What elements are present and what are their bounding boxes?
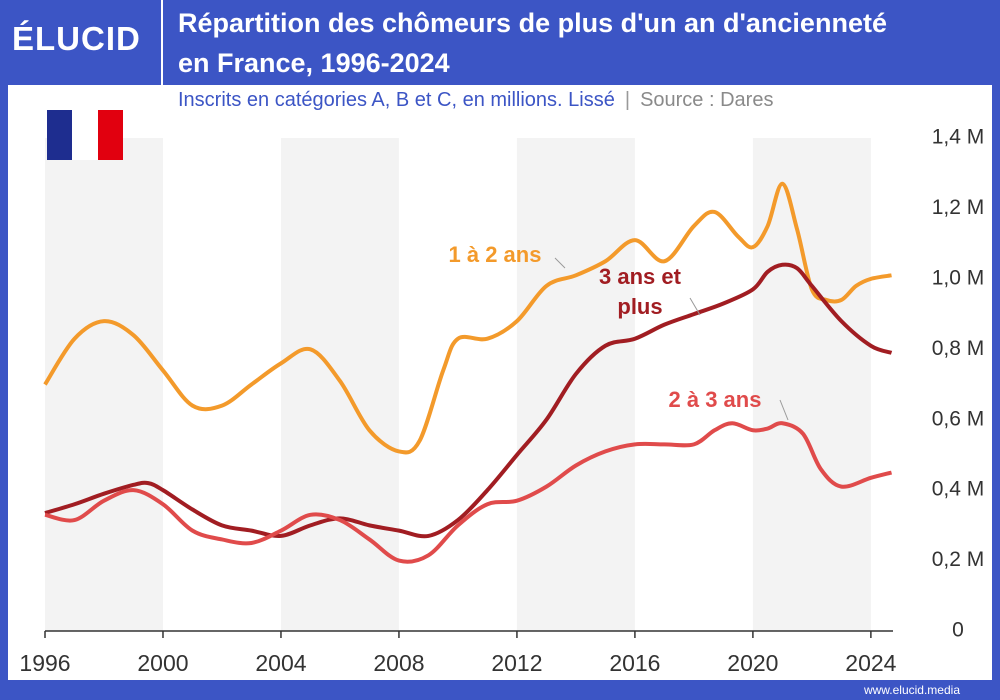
label-leader [554, 257, 566, 269]
background-band [516, 138, 635, 631]
x-tick-label: 2008 [373, 650, 424, 676]
footer-url: www.elucid.media [863, 683, 960, 697]
divider [161, 0, 163, 85]
y-tick-label: 0,2 M [932, 548, 985, 571]
x-tick-label: 2016 [609, 650, 660, 676]
x-tick-label: 2020 [727, 650, 778, 676]
y-tick-label: 1,2 M [932, 196, 985, 219]
y-tick-label: 1,4 M [932, 126, 985, 149]
series-line [43, 181, 892, 455]
x-tick-label: 2004 [255, 650, 306, 676]
label-leader [779, 399, 789, 421]
series-line [44, 262, 893, 539]
x-tick-label: 2012 [491, 650, 542, 676]
y-tick-label: 0,8 M [932, 337, 985, 360]
x-tick-label: 1996 [19, 650, 70, 676]
y-tick-label: 0 [952, 619, 964, 642]
y-tick-label: 1,0 M [932, 266, 985, 289]
background-band [752, 138, 871, 631]
series-label: 2 à 3 ans [668, 387, 762, 412]
y-tick-label: 0,6 M [932, 407, 985, 430]
logo: ÉLUCID [12, 20, 141, 57]
label-leader [689, 297, 701, 316]
x-tick-label: 2000 [137, 650, 188, 676]
series-line [44, 421, 893, 564]
series-label: 1 à 2 ans [448, 242, 542, 267]
x-tick-label: 2024 [845, 650, 896, 676]
background-band [45, 138, 163, 631]
subtitle-line: Inscrits en catégories A, B et C, en mil… [178, 89, 774, 111]
source: Source : Dares [640, 89, 774, 111]
series-label: 3 ans et plus [599, 264, 681, 319]
y-tick-label: 0,4 M [932, 478, 985, 501]
chart-title: Répartition des chômeurs de plus d'un an… [178, 8, 887, 78]
subtitle: Inscrits en catégories A, B et C, en mil… [178, 89, 615, 111]
flag [47, 110, 123, 160]
